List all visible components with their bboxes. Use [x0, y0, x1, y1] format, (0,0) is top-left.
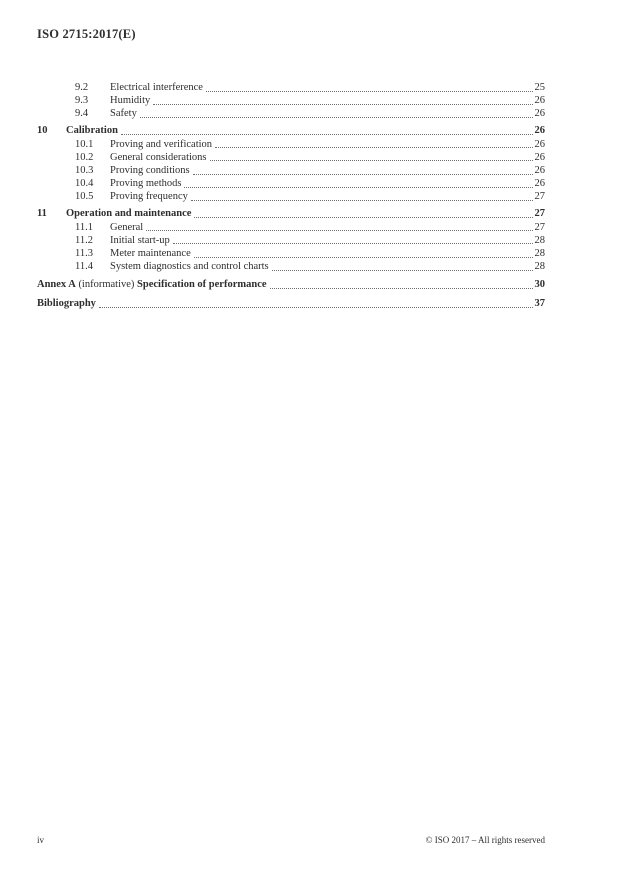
toc-entry-page: 28	[534, 261, 546, 273]
toc-entry: 11.1 General 27	[37, 221, 545, 234]
toc-entry: 11.3 Meter maintenance 28	[37, 247, 545, 260]
toc-leader-dots	[190, 199, 533, 201]
toc-entry: 11.4 System diagnostics and control chart…	[37, 260, 545, 273]
toc-entry-page: 25	[534, 82, 546, 93]
toc-entry-number: 11	[37, 208, 47, 220]
toc-entry-number: 11.3	[75, 247, 93, 259]
toc-entry: 10.4 Proving methods 26	[37, 177, 545, 190]
toc-entry: Bibliography 37	[37, 297, 545, 310]
toc-entry-title: Initial start-up	[110, 234, 170, 246]
toc-entry-title: Humidity	[110, 95, 151, 107]
toc-entry-number: 9.3	[75, 95, 89, 107]
toc-leader-dots	[215, 147, 533, 149]
toc-entry-title: System diagnostics and control charts	[110, 261, 269, 273]
toc-leader-dots	[172, 243, 533, 245]
toc-entry: 11 Operation and maintenance 27	[37, 207, 545, 220]
toc-entry: 10.3 Proving conditions 26	[37, 164, 545, 177]
toc-entry-title: Proving methods	[110, 178, 182, 190]
toc-entry-page: 28	[534, 247, 546, 259]
page-footer: iv © ISO 2017 – All rights reserved	[37, 835, 545, 845]
toc-entry: 9.4 Safety 26	[37, 107, 545, 120]
toc-entry-number: 11.4	[75, 261, 93, 273]
toc-entry-title: Electrical interference	[110, 82, 203, 93]
toc-entry-title-part: Annex A	[37, 279, 76, 291]
toc-entry-title: General considerations	[110, 151, 207, 163]
toc-entry: 9.2 Electrical interference 25	[37, 81, 545, 94]
toc-leader-dots	[146, 230, 533, 232]
toc-entry-page: 27	[534, 208, 546, 220]
toc-entry-title: Safety	[110, 108, 137, 120]
toc-entry-title-part: Bibliography	[37, 298, 96, 310]
toc-entry-number: 10.1	[75, 138, 94, 150]
toc-leader-dots	[269, 287, 533, 289]
toc-entry-title: Operation and maintenance	[66, 208, 192, 220]
toc-entry-page: 27	[534, 191, 546, 203]
toc-leader-dots	[153, 103, 533, 105]
toc-entry-title: Proving frequency	[110, 191, 188, 203]
toc-entry-page: 26	[534, 164, 546, 176]
copyright-notice: © ISO 2017 – All rights reserved	[425, 835, 545, 845]
toc-leader-dots	[193, 256, 533, 258]
toc-leader-dots	[205, 90, 533, 92]
toc-leader-dots	[184, 186, 533, 188]
toc-entry-number: 10.3	[75, 164, 94, 176]
toc-entry-number: 10.5	[75, 191, 94, 203]
toc-entry-page: 28	[534, 234, 546, 246]
toc-entry-number: 11.2	[75, 234, 93, 246]
table-of-contents: 9.2 Electrical interference 25 9.3 Humidity 2…	[37, 81, 545, 311]
toc-leader-dots	[194, 217, 533, 219]
toc-entry-number: 9.2	[75, 82, 89, 93]
toc-leader-dots	[271, 269, 533, 271]
toc-entry-page: 26	[534, 108, 546, 120]
toc-leader-dots	[139, 116, 533, 118]
toc-leader-dots	[209, 160, 533, 162]
toc-entry-page: 26	[534, 95, 546, 107]
toc-entry-page: 26	[534, 151, 546, 163]
toc-entry-page: 27	[534, 221, 546, 233]
toc-entry-number: 10	[37, 125, 48, 137]
toc-entry: 9.3 Humidity 26	[37, 94, 545, 107]
toc-entry-page: 30	[534, 279, 546, 291]
toc-entry-number: 11.1	[75, 221, 93, 233]
document-reference-header: ISO 2715:2017(E)	[37, 27, 136, 41]
toc-entry-page: 26	[534, 125, 546, 137]
toc-entry: Annex A (informative) Specification of p…	[37, 278, 545, 291]
toc-entry-title: Calibration	[66, 125, 118, 137]
toc-entry-page: 37	[534, 298, 546, 310]
toc-entry: 10.2 General considerations 26	[37, 151, 545, 164]
toc-entry: 11.2 Initial start-up 28	[37, 234, 545, 247]
toc-leader-dots	[120, 134, 533, 136]
toc-entry: 10 Calibration 26	[37, 124, 545, 137]
toc-leader-dots	[192, 173, 533, 175]
toc-entry-title: Bibliography	[37, 297, 96, 310]
toc-entry: 10.5 Proving frequency 27	[37, 190, 545, 203]
toc-entry-title: Meter maintenance	[110, 247, 191, 259]
toc-entry-title: Annex A (informative) Specification of p…	[37, 278, 267, 291]
toc-entry-page: 26	[534, 178, 546, 190]
toc-entry-title-part: Specification of performance	[137, 279, 267, 291]
toc-entry-number: 10.4	[75, 178, 94, 190]
toc-entry-page: 26	[534, 138, 546, 150]
page-number: iv	[37, 835, 45, 845]
toc-entry-number: 10.2	[75, 151, 94, 163]
toc-entry-title: Proving and verification	[110, 138, 213, 150]
toc-entry-title: General	[110, 221, 144, 233]
toc-entry-title-part: (informative)	[75, 279, 138, 291]
toc-leader-dots	[98, 307, 533, 308]
toc-entry: 10.1 Proving and verification 26	[37, 138, 545, 151]
toc-entry-title: Proving conditions	[110, 164, 190, 176]
toc-entry-number: 9.4	[75, 108, 89, 120]
